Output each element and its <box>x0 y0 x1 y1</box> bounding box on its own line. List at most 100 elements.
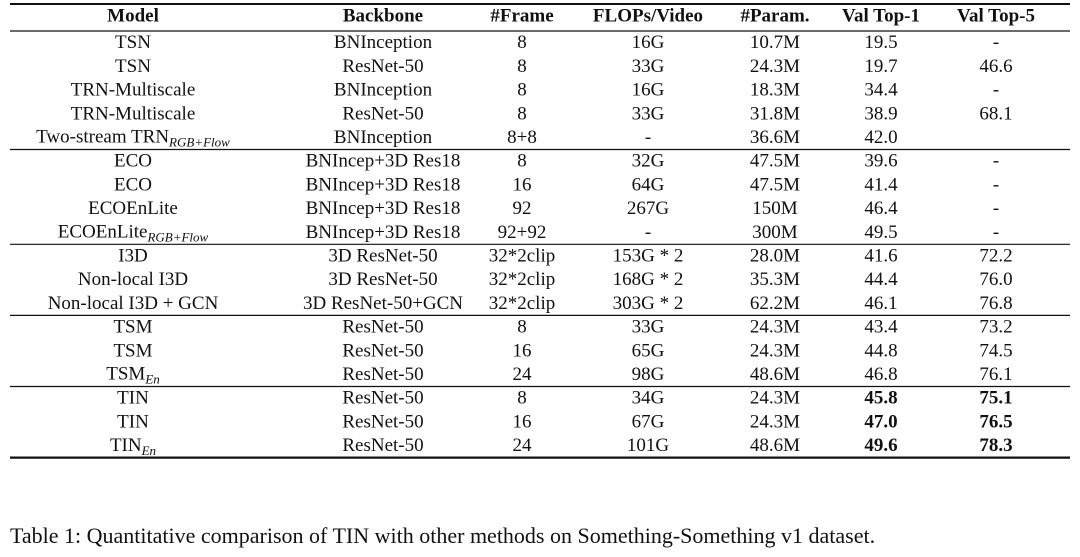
table-cell: TSM <box>113 317 152 338</box>
table-cell: 8 <box>517 32 527 53</box>
table-cell: 36.6M <box>750 127 800 148</box>
table-cell: 65G <box>632 340 665 361</box>
table-cell: BNInception <box>334 80 433 101</box>
table-cell: 16 <box>513 411 532 432</box>
table-cell: 8 <box>517 103 527 124</box>
table-cell: 73.2 <box>979 317 1012 338</box>
table-cell: 33G <box>632 317 665 338</box>
cell-subscript: En <box>141 443 156 458</box>
table-cell: TSMEn <box>106 364 160 387</box>
table-cell: BNIncep+3D Res18 <box>306 151 461 172</box>
table-cell: ECOEnLiteRGB+Flow <box>58 222 209 245</box>
table-cell: TINEn <box>110 435 156 458</box>
table-cell: ECO <box>114 151 152 172</box>
table-cell: 153G * 2 <box>613 246 684 267</box>
table-cell: 41.4 <box>864 174 898 195</box>
table-cell: 34G <box>632 388 665 409</box>
table-cell: TIN <box>117 388 149 409</box>
table-cell: 33G <box>632 103 665 124</box>
table-cell: 43.4 <box>864 317 898 338</box>
table-cell: Two-stream TRNRGB+Flow <box>36 127 230 150</box>
table-cell: 31.8M <box>750 103 800 124</box>
table-cell: 8 <box>517 388 527 409</box>
table-cell: Non-local I3D + GCN <box>48 293 219 314</box>
table-cell: I3D <box>118 246 148 267</box>
table-cell: 48.6M <box>750 364 800 385</box>
table-cell: 24.3M <box>750 388 800 409</box>
table-cell: 267G <box>627 198 670 219</box>
cell-text: Two-stream TRN <box>36 127 169 148</box>
table-cell: 34.4 <box>864 80 898 101</box>
table-cell: ResNet-50 <box>342 340 423 361</box>
table-cell: 32*2clip <box>489 269 556 290</box>
table-cell: 41.6 <box>864 246 897 267</box>
header-cell: Val Top-5 <box>957 5 1035 26</box>
table-cell: ResNet-50 <box>342 317 423 338</box>
table-cell: - <box>645 222 651 243</box>
cell-subscript: RGB+Flow <box>146 229 208 244</box>
header-cell: Model <box>107 5 159 26</box>
table-cell: BNIncep+3D Res18 <box>306 222 461 243</box>
cell-subscript: RGB+Flow <box>168 135 230 150</box>
table-cell: 24.3M <box>750 317 800 338</box>
table-cell: 24 <box>513 364 533 385</box>
table-cell: - <box>993 32 999 53</box>
table-cell: 48.6M <box>750 435 800 456</box>
header-cell: FLOPs/Video <box>593 5 703 26</box>
header-cell: Val Top-1 <box>842 5 920 26</box>
table-cell: ECO <box>114 174 152 195</box>
table-cell: Non-local I3D <box>78 269 188 290</box>
table-cell: 74.5 <box>979 340 1012 361</box>
table-cell: 32*2clip <box>489 246 556 267</box>
table-cell: 92+92 <box>498 222 547 243</box>
table-cell: - <box>993 222 999 243</box>
table-cell: 16 <box>513 340 532 361</box>
table-cell: 16G <box>632 80 665 101</box>
table-cell: 101G <box>627 435 670 456</box>
caption: Table 1: Quantitative comparison of TIN … <box>10 523 875 548</box>
table-cell: 24.3M <box>750 340 800 361</box>
table-cell: 24.3M <box>750 56 800 77</box>
table-cell: - <box>993 198 999 219</box>
table-cell: 47.0 <box>864 411 897 432</box>
table-cell: 62.2M <box>750 293 800 314</box>
table-cell: 72.2 <box>979 246 1012 267</box>
table-cell: 24.3M <box>750 411 800 432</box>
cell-text: ECOEnLite <box>58 222 148 243</box>
table-cell: 150M <box>752 198 798 219</box>
table-cell: TSM <box>113 340 152 361</box>
header-cell: #Param. <box>740 5 809 26</box>
table-cell: 10.7M <box>750 32 800 53</box>
table-cell: 32*2clip <box>489 293 556 314</box>
table-cell: 47.5M <box>750 151 800 172</box>
table-cell: 33G <box>632 56 665 77</box>
table-cell: 8 <box>517 151 527 172</box>
header-cell: #Frame <box>490 5 553 26</box>
table-cell: ResNet-50 <box>342 388 423 409</box>
table-cell: 19.7 <box>864 56 897 77</box>
table-cell: 44.4 <box>864 269 898 290</box>
table-cell: 68.1 <box>979 103 1012 124</box>
table-cell: 39.6 <box>864 151 897 172</box>
table-cell: ResNet-50 <box>342 411 423 432</box>
table-cell: 46.8 <box>864 364 897 385</box>
table-cell: 46.6 <box>979 56 1012 77</box>
table-cell: 3D ResNet-50 <box>328 246 437 267</box>
table-cell: 8 <box>517 80 527 101</box>
cell-text: TIN <box>110 435 142 456</box>
cell-subscript: En <box>144 372 159 387</box>
table-cell: 168G * 2 <box>613 269 684 290</box>
table-cell: 98G <box>632 364 665 385</box>
table-cell: 78.3 <box>979 435 1012 456</box>
table-cell: 28.0M <box>750 246 800 267</box>
table-cell: 19.5 <box>864 32 897 53</box>
table-cell: TRN-Multiscale <box>71 103 196 124</box>
table-cell: 45.8 <box>864 388 897 409</box>
table-cell: 18.3M <box>750 80 800 101</box>
cell-text: TSM <box>106 364 145 385</box>
table-cell: 24 <box>513 435 533 456</box>
table-cell: ResNet-50 <box>342 56 423 77</box>
table-cell: 49.5 <box>864 222 897 243</box>
table-cell: 67G <box>632 411 665 432</box>
